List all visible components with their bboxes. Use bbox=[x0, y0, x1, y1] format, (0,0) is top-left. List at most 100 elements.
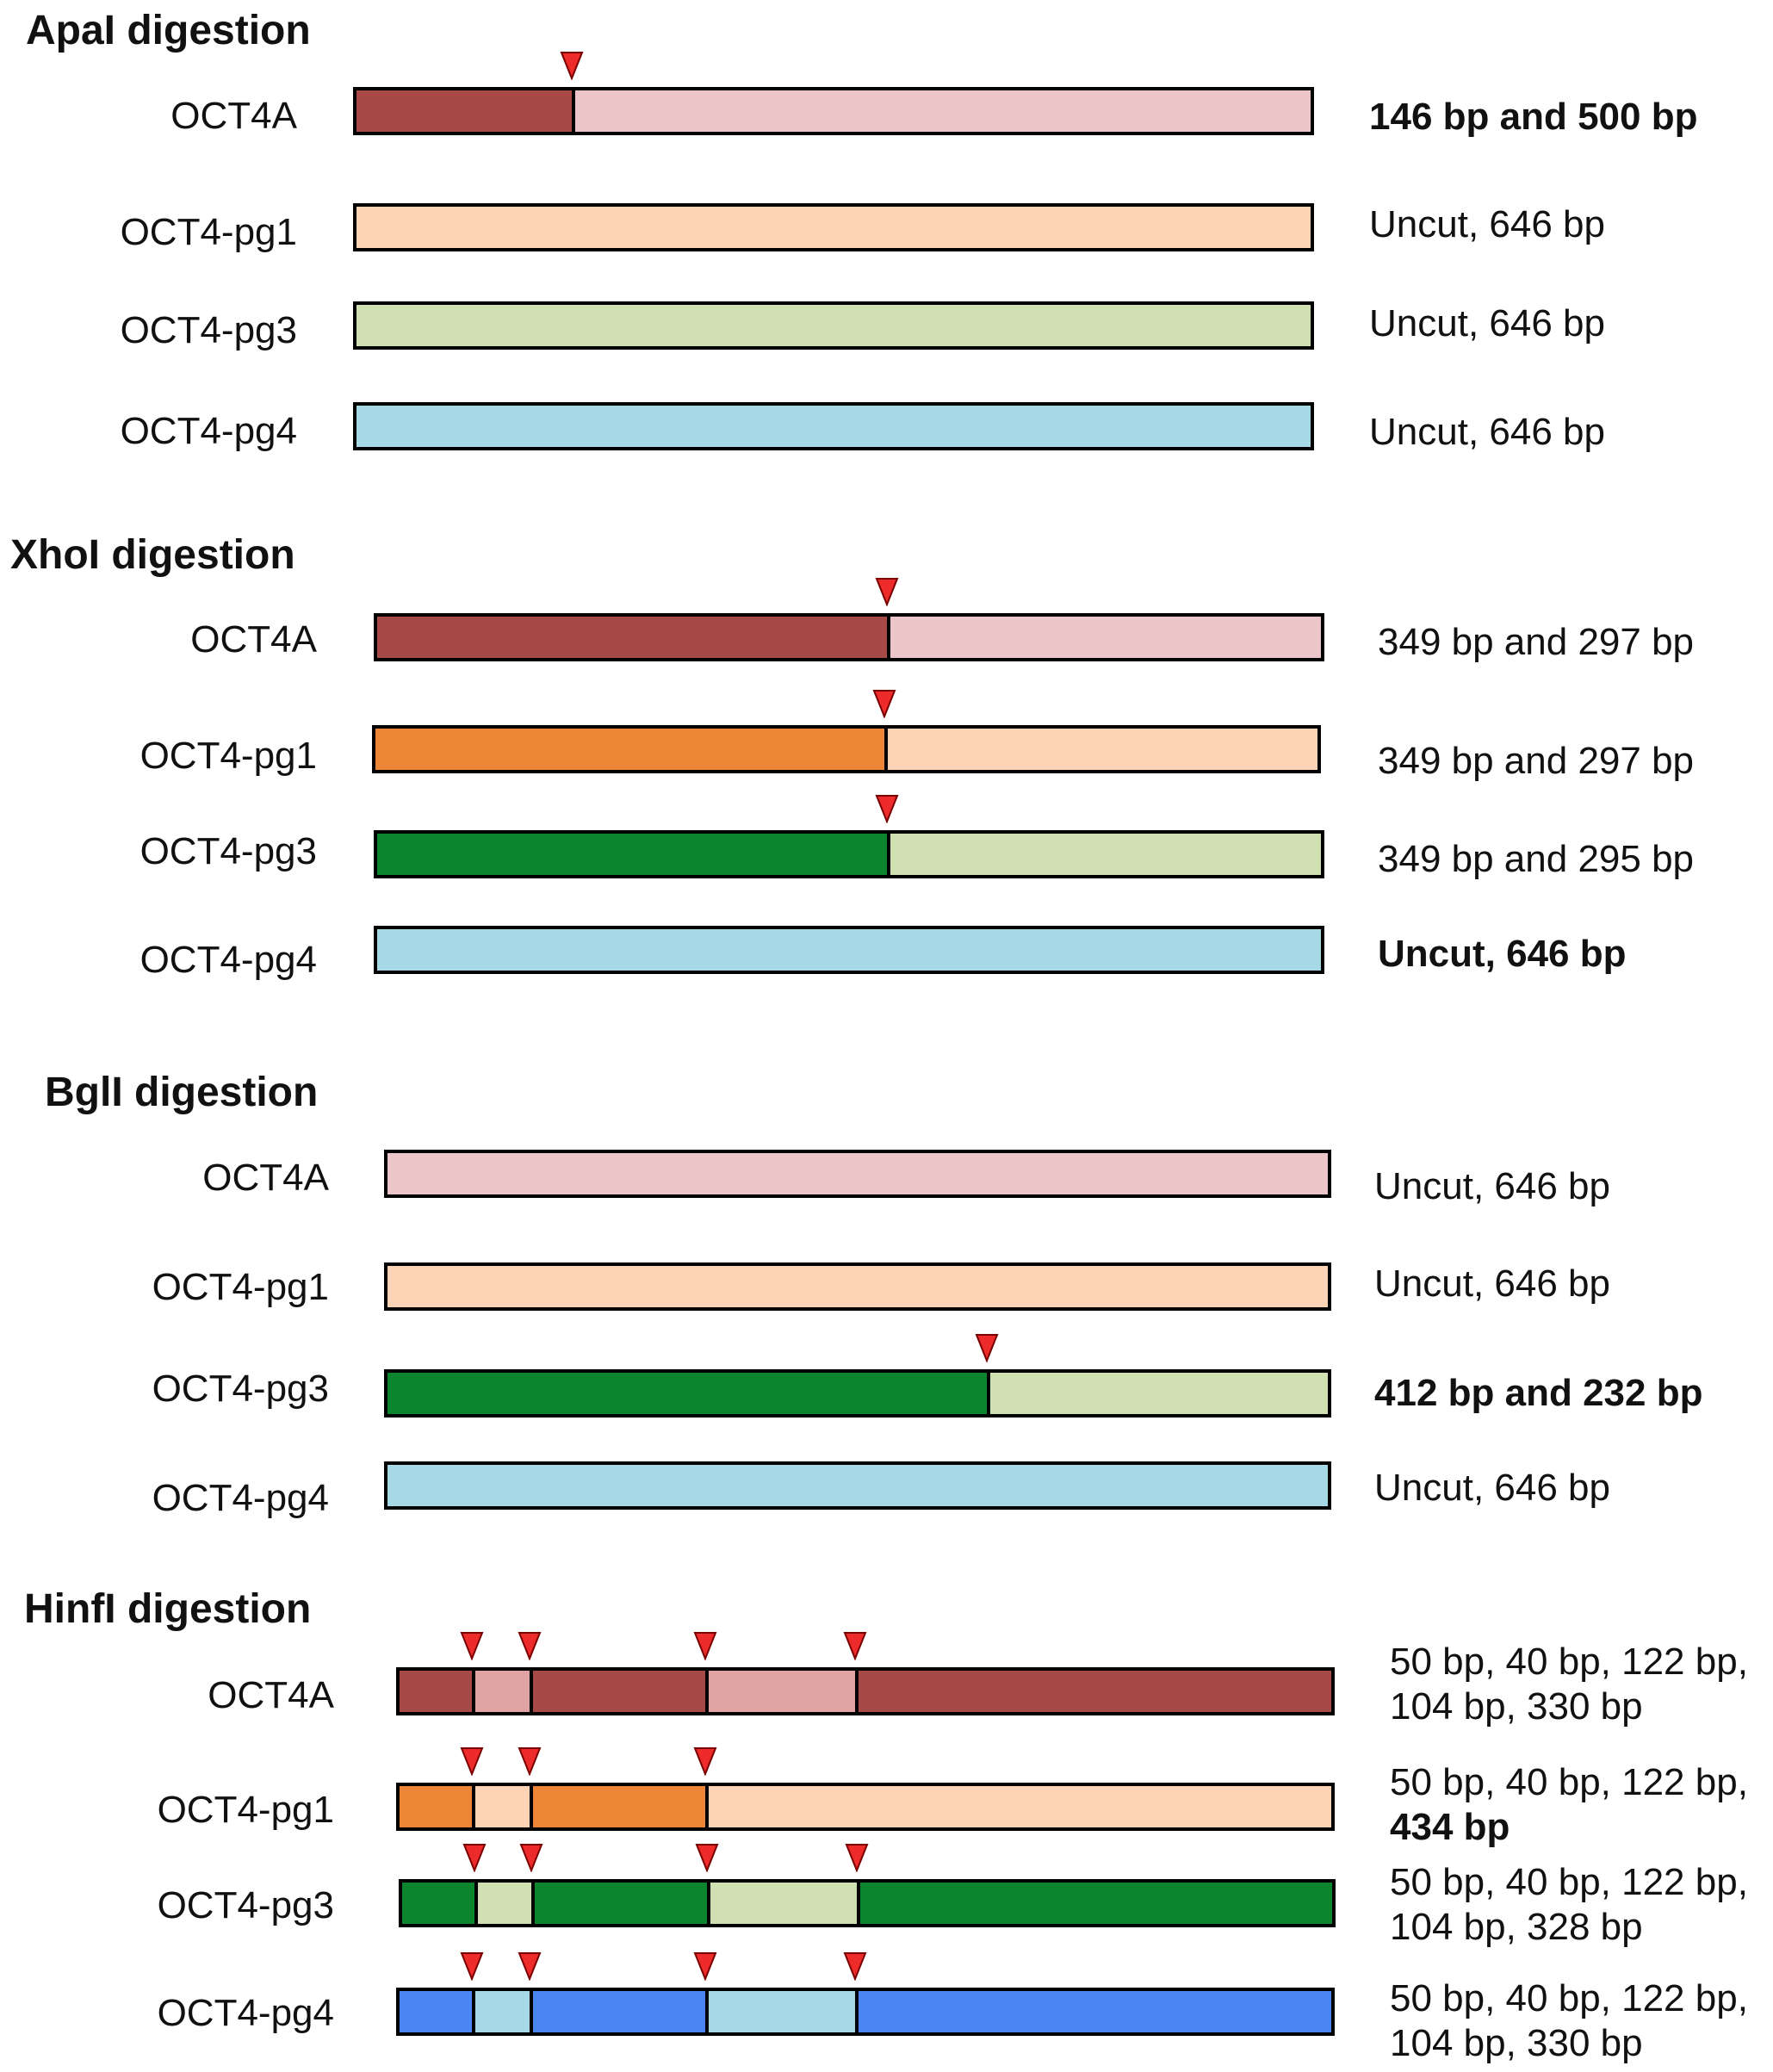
hinfi-digestion-oct4-pg1-fragment-2 bbox=[471, 1786, 530, 1827]
cut-site-marker-icon bbox=[518, 1631, 542, 1660]
apai-digestion-oct4a-fragment-2 bbox=[572, 90, 1311, 132]
bgli-digestion-oct4a-label: OCT4A bbox=[202, 1157, 329, 1199]
hinfi-digestion-oct4-pg4-fragment-4 bbox=[705, 1991, 856, 2032]
xhoi-digestion-oct4a-result-line: 349 bp and 297 bp bbox=[1378, 621, 1695, 663]
bgli-digestion-oct4-pg4-label: OCT4-pg4 bbox=[152, 1477, 329, 1519]
xhoi-digestion-oct4-pg4-result-line: Uncut, 646 bp bbox=[1378, 933, 1627, 975]
hinfi-digestion-oct4a-result-line: 104 bp, 330 bp bbox=[1390, 1685, 1643, 1728]
hinfi-digestion-oct4-pg1-result: 50 bp, 40 bp, 122 bp, 434 bp bbox=[1390, 1760, 1748, 1850]
apai-digestion-oct4a-bar bbox=[353, 87, 1314, 135]
hinfi-digestion-oct4-pg1-fragment-1 bbox=[400, 1786, 472, 1827]
apai-digestion-oct4-pg1-bar bbox=[353, 203, 1314, 251]
bgli-digestion-title: BglI digestion bbox=[45, 1070, 319, 1115]
bgli-digestion-oct4-pg1-result: Uncut, 646 bp bbox=[1374, 1262, 1610, 1306]
apai-digestion-oct4a-result-line: 146 bp and 500 bp bbox=[1369, 96, 1698, 138]
xhoi-digestion-oct4-pg4-result: Uncut, 646 bp bbox=[1378, 932, 1627, 977]
cut-site-marker-icon bbox=[560, 51, 584, 80]
hinfi-digestion-oct4-pg3-bar bbox=[399, 1879, 1336, 1927]
xhoi-digestion-title: XhoI digestion bbox=[10, 532, 295, 578]
xhoi-digestion-oct4-pg3-fragment-1 bbox=[377, 834, 888, 875]
cut-site-marker-icon bbox=[693, 1951, 717, 1981]
apai-digestion-oct4a-label: OCT4A bbox=[170, 95, 297, 137]
bgli-digestion-oct4a-fragment-1 bbox=[387, 1153, 1328, 1194]
hinfi-digestion-oct4-pg4-bar bbox=[396, 1988, 1335, 2036]
bgli-digestion-oct4-pg1-result-line: Uncut, 646 bp bbox=[1374, 1262, 1610, 1305]
cut-site-marker-icon bbox=[975, 1333, 999, 1362]
xhoi-digestion-oct4-pg1-fragment-1 bbox=[375, 729, 885, 770]
apai-digestion-oct4-pg4-label: OCT4-pg4 bbox=[120, 410, 297, 452]
hinfi-digestion-oct4a-result-line: 50 bp, 40 bp, 122 bp, bbox=[1390, 1641, 1748, 1683]
apai-digestion-oct4-pg3-result: Uncut, 646 bp bbox=[1369, 301, 1605, 346]
xhoi-digestion-oct4a-fragment-2 bbox=[887, 617, 1321, 658]
apai-digestion-oct4-pg1-result: Uncut, 646 bp bbox=[1369, 202, 1605, 247]
hinfi-digestion-oct4-pg4-fragment-2 bbox=[471, 1991, 530, 2032]
hinfi-digestion-oct4-pg4-result-line: 50 bp, 40 bp, 122 bp, bbox=[1390, 1977, 1748, 2019]
hinfi-digestion-oct4-pg1-bar bbox=[396, 1783, 1335, 1831]
bgli-digestion-oct4-pg1-label: OCT4-pg1 bbox=[152, 1266, 329, 1308]
bgli-digestion-oct4-pg1-bar bbox=[384, 1262, 1331, 1311]
bgli-digestion-oct4-pg4-bar bbox=[384, 1461, 1331, 1510]
xhoi-digestion-oct4-pg3-fragment-2 bbox=[887, 834, 1321, 875]
apai-digestion-oct4-pg1-fragment-1 bbox=[356, 207, 1311, 248]
xhoi-digestion-oct4a-label: OCT4A bbox=[190, 618, 317, 661]
hinfi-digestion-oct4-pg4-fragment-1 bbox=[400, 1991, 472, 2032]
hinfi-digestion-oct4-pg1-label: OCT4-pg1 bbox=[157, 1789, 334, 1831]
bgli-digestion-oct4-pg4-fragment-1 bbox=[387, 1465, 1328, 1506]
hinfi-digestion-oct4-pg1-result-line: 434 bp bbox=[1390, 1806, 1510, 1848]
xhoi-digestion-oct4-pg1-fragment-2 bbox=[884, 729, 1317, 770]
cut-site-marker-icon bbox=[462, 1843, 487, 1872]
hinfi-digestion-oct4-pg4-result: 50 bp, 40 bp, 122 bp, 104 bp, 330 bp bbox=[1390, 1976, 1748, 2066]
apai-digestion-oct4-pg4-result: Uncut, 646 bp bbox=[1369, 410, 1605, 455]
xhoi-digestion-oct4-pg4-fragment-1 bbox=[377, 929, 1321, 971]
bgli-digestion-oct4-pg3-bar bbox=[384, 1369, 1331, 1418]
hinfi-digestion-oct4-pg3-label: OCT4-pg3 bbox=[157, 1884, 334, 1926]
bgli-digestion-oct4-pg4-result: Uncut, 646 bp bbox=[1374, 1466, 1610, 1511]
xhoi-digestion-oct4-pg1-result: 349 bp and 297 bp bbox=[1378, 739, 1694, 784]
hinfi-digestion-oct4-pg4-label: OCT4-pg4 bbox=[157, 1992, 334, 2034]
hinfi-digestion-oct4-pg3-fragment-1 bbox=[402, 1883, 474, 1924]
xhoi-digestion-oct4-pg1-result-line: 349 bp and 297 bp bbox=[1378, 740, 1695, 782]
bgli-digestion-oct4a-result: Uncut, 646 bp bbox=[1374, 1164, 1610, 1209]
bgli-digestion-oct4-pg3-fragment-2 bbox=[987, 1373, 1328, 1414]
cut-site-marker-icon bbox=[518, 1951, 542, 1981]
cut-site-marker-icon bbox=[460, 1746, 484, 1776]
hinfi-digestion-oct4a-fragment-4 bbox=[705, 1671, 856, 1712]
bgli-digestion-oct4-pg3-result-line: 412 bp and 232 bp bbox=[1374, 1372, 1703, 1414]
hinfi-digestion-oct4-pg3-fragment-2 bbox=[474, 1883, 532, 1924]
xhoi-digestion-oct4-pg3-bar bbox=[374, 830, 1324, 878]
xhoi-digestion-oct4-pg4-label: OCT4-pg4 bbox=[139, 939, 317, 981]
xhoi-digestion-oct4-pg3-label: OCT4-pg3 bbox=[139, 830, 317, 872]
cut-site-marker-icon bbox=[845, 1843, 869, 1872]
apai-digestion-oct4-pg3-fragment-1 bbox=[356, 305, 1311, 346]
hinfi-digestion-oct4-pg4-result-line: 104 bp, 330 bp bbox=[1390, 2022, 1643, 2064]
hinfi-digestion-oct4-pg4-fragment-3 bbox=[529, 1991, 706, 2032]
bgli-digestion-oct4-pg3-label: OCT4-pg3 bbox=[152, 1368, 329, 1410]
hinfi-digestion-oct4-pg1-fragment-3 bbox=[529, 1786, 706, 1827]
hinfi-digestion-oct4a-fragment-1 bbox=[400, 1671, 472, 1712]
apai-digestion-title: ApaI digestion bbox=[26, 8, 311, 53]
xhoi-digestion-oct4a-result: 349 bp and 297 bp bbox=[1378, 620, 1694, 665]
hinfi-digestion-oct4-pg3-fragment-3 bbox=[531, 1883, 708, 1924]
cut-site-marker-icon bbox=[460, 1951, 484, 1981]
xhoi-digestion-oct4a-fragment-1 bbox=[377, 617, 888, 658]
xhoi-digestion-oct4-pg1-bar bbox=[372, 725, 1321, 773]
hinfi-digestion-oct4-pg3-fragment-4 bbox=[707, 1883, 858, 1924]
cut-site-marker-icon bbox=[460, 1631, 484, 1660]
hinfi-digestion-oct4-pg3-result-line: 104 bp, 328 bp bbox=[1390, 1906, 1643, 1948]
cut-site-marker-icon bbox=[695, 1843, 719, 1872]
hinfi-digestion-oct4-pg3-fragment-5 bbox=[857, 1883, 1332, 1924]
apai-digestion-oct4-pg3-bar bbox=[353, 301, 1314, 350]
hinfi-digestion-oct4-pg1-result-line: 50 bp, 40 bp, 122 bp, bbox=[1390, 1761, 1748, 1803]
hinfi-digestion-title: HinfI digestion bbox=[24, 1586, 312, 1632]
apai-digestion-oct4a-fragment-1 bbox=[356, 90, 573, 132]
xhoi-digestion-oct4-pg3-result: 349 bp and 295 bp bbox=[1378, 837, 1694, 882]
bgli-digestion-oct4a-result-line: Uncut, 646 bp bbox=[1374, 1165, 1610, 1207]
apai-digestion-oct4-pg4-fragment-1 bbox=[356, 406, 1311, 447]
apai-digestion-oct4a-result: 146 bp and 500 bp bbox=[1369, 95, 1697, 140]
xhoi-digestion-oct4-pg1-label: OCT4-pg1 bbox=[139, 735, 317, 777]
hinfi-digestion-oct4-pg1-fragment-4 bbox=[705, 1786, 1331, 1827]
cut-site-marker-icon bbox=[872, 689, 896, 718]
hinfi-digestion-oct4a-fragment-5 bbox=[855, 1671, 1331, 1712]
hinfi-digestion-oct4-pg4-fragment-5 bbox=[855, 1991, 1331, 2032]
cut-site-marker-icon bbox=[518, 1746, 542, 1776]
